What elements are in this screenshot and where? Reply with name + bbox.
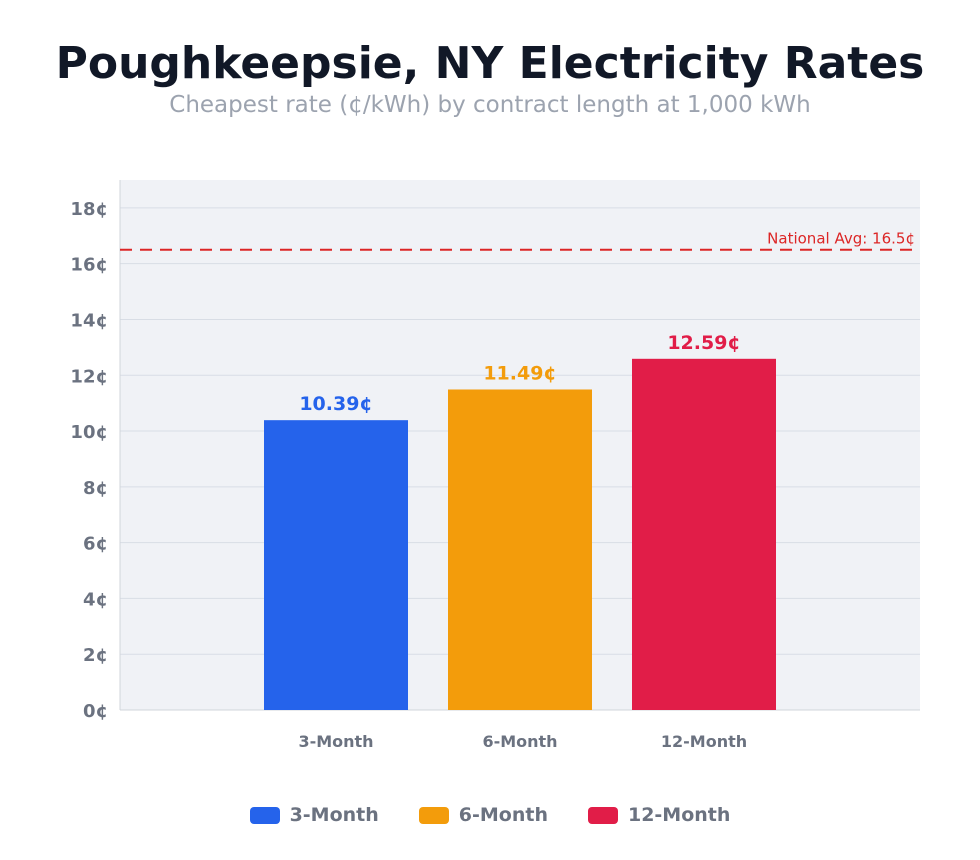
y-tick-label: 12¢	[70, 366, 108, 387]
y-tick-label: 6¢	[83, 534, 108, 555]
y-tick-label: 2¢	[83, 645, 108, 666]
y-tick-label: 18¢	[70, 199, 108, 220]
x-tick-label: 12-Month	[661, 732, 747, 751]
national-average-label: National Avg: 16.5¢	[767, 230, 915, 248]
chart-subtitle: Cheapest rate (¢/kWh) by contract length…	[169, 92, 811, 118]
y-tick-label: 16¢	[70, 255, 108, 276]
legend-item: 3-Month	[249, 804, 379, 826]
legend-swatch	[587, 806, 618, 824]
bar-6-month	[448, 389, 592, 710]
legend-label: 3-Month	[289, 804, 379, 826]
data-label: 12.59¢	[667, 332, 740, 354]
y-tick-label: 0¢	[83, 701, 108, 722]
data-label: 11.49¢	[483, 362, 556, 384]
legend-item: 6-Month	[418, 804, 548, 826]
legend-label: 12-Month	[627, 804, 731, 826]
legend-swatch	[418, 806, 449, 824]
x-tick-label: 3-Month	[298, 732, 373, 751]
legend-label: 6-Month	[458, 804, 548, 826]
y-tick-label: 14¢	[70, 310, 108, 331]
x-tick-label: 6-Month	[482, 732, 557, 751]
bar-3-month	[264, 420, 408, 710]
bar-12-month	[632, 358, 776, 710]
legend-swatch	[249, 806, 280, 824]
y-tick-label: 8¢	[83, 478, 108, 499]
chart-title: Poughkeepsie, NY Electricity Rates	[55, 38, 925, 89]
legend-item: 12-Month	[587, 804, 731, 826]
y-tick-label: 4¢	[83, 589, 108, 610]
legend: 3-Month 6-Month 12-Month	[0, 804, 980, 826]
data-label: 10.39¢	[299, 393, 372, 415]
y-tick-label: 10¢	[70, 422, 108, 443]
